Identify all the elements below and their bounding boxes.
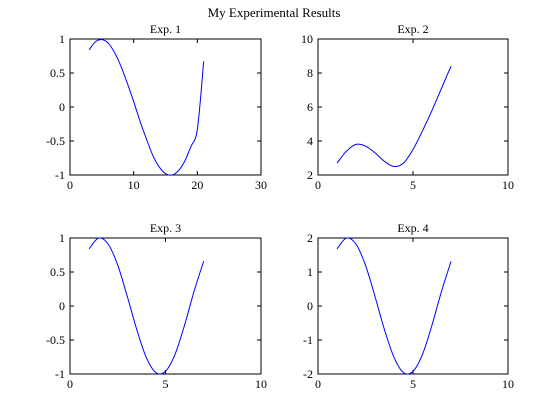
y-tick-label: -1 bbox=[55, 367, 65, 381]
x-tick-label: 0 bbox=[315, 178, 321, 192]
x-tick-label: 5 bbox=[410, 377, 416, 391]
x-tick-label: 0 bbox=[315, 377, 321, 391]
x-tick-label: 0 bbox=[67, 178, 73, 192]
y-tick-label: 0.5 bbox=[50, 265, 65, 279]
x-tick-label: 10 bbox=[128, 178, 140, 192]
subplot-title: Exp. 1 bbox=[150, 22, 181, 36]
x-tick-label: 0 bbox=[67, 377, 73, 391]
x-tick-label: 5 bbox=[410, 178, 416, 192]
x-tick-label: 10 bbox=[502, 377, 514, 391]
y-tick-label: 2 bbox=[307, 168, 313, 182]
x-tick-label: 10 bbox=[255, 377, 267, 391]
subplot-title: Exp. 4 bbox=[397, 221, 428, 235]
y-tick-label: 10 bbox=[301, 32, 313, 46]
subplot-title: Exp. 3 bbox=[150, 221, 181, 235]
y-tick-label: 0 bbox=[307, 299, 313, 313]
subplot-title: Exp. 2 bbox=[397, 22, 428, 36]
x-tick-label: 5 bbox=[163, 377, 169, 391]
y-tick-label: 1 bbox=[307, 265, 313, 279]
y-tick-label: 6 bbox=[307, 100, 313, 114]
y-tick-label: 0 bbox=[59, 100, 65, 114]
y-tick-label: 1 bbox=[59, 32, 65, 46]
x-tick-label: 30 bbox=[255, 178, 267, 192]
y-tick-label: 2 bbox=[307, 231, 313, 245]
y-tick-label: 0.5 bbox=[50, 66, 65, 80]
y-tick-label: -2 bbox=[303, 367, 313, 381]
y-tick-label: -0.5 bbox=[46, 333, 65, 347]
figure-title: My Experimental Results bbox=[208, 5, 341, 20]
y-tick-label: -0.5 bbox=[46, 134, 65, 148]
y-tick-label: 4 bbox=[307, 134, 313, 148]
y-tick-label: -1 bbox=[303, 333, 313, 347]
x-tick-label: 10 bbox=[502, 178, 514, 192]
x-tick-label: 20 bbox=[191, 178, 203, 192]
y-tick-label: 0 bbox=[59, 299, 65, 313]
y-tick-label: -1 bbox=[55, 168, 65, 182]
y-tick-label: 1 bbox=[59, 231, 65, 245]
y-tick-label: 8 bbox=[307, 66, 313, 80]
